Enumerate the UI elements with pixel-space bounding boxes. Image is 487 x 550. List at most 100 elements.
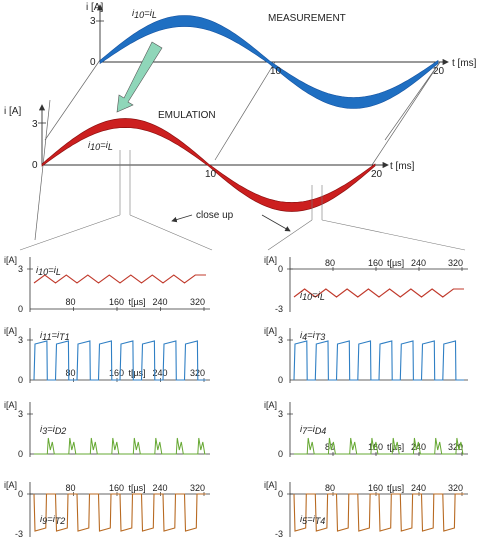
- measurement-title: MEASUREMENT: [268, 13, 346, 24]
- right-panel-4: i[A]0 -3 80 160 240 320 t[µs] i5=iT4: [264, 480, 468, 539]
- right-panel-2-y-tick-bottom: 0: [278, 375, 283, 385]
- close-up-arrow-left: [171, 214, 193, 223]
- left-panel-2-x-tick-1: 80: [66, 368, 76, 378]
- left-panel-4-y-label: i[A]: [4, 480, 17, 490]
- left-panel-1-x-tick-3: 240: [153, 297, 168, 307]
- right-panel-3-waveform: [294, 437, 464, 455]
- right-panel-3-x-tick-1: 80: [325, 442, 335, 452]
- left-panel-4-x-label: t[µs]: [129, 483, 146, 493]
- measurement-x-tick-20: 20: [433, 66, 445, 77]
- left-panel-3-waveform: [34, 437, 206, 455]
- close-up-guides: [19, 150, 466, 251]
- emulation-plot: i [A] 3 0 10 20 t [ms] EMULATION i10=iL: [4, 61, 441, 241]
- right-panel-2-signal-label: i4=iT3: [300, 330, 325, 342]
- measurement-y-tick-0: 0: [90, 57, 96, 68]
- right-panel-2-y-tick-top: 3: [278, 335, 283, 345]
- right-panel-1-y-tick-top: 0: [278, 264, 283, 274]
- emulation-curve: [41, 118, 376, 212]
- left-panel-4-y-tick-top: 0: [18, 489, 23, 499]
- right-panel-4-y-tick-top: 0: [278, 489, 283, 499]
- left-panel-4: i[A]0 -3 80 160 240 320 t[µs] i9=iT2: [4, 480, 210, 539]
- left-panel-1: i[A]3 0 80 160 240 320 t[µs] i10=iL: [4, 255, 210, 314]
- right-panel-4-x-tick-4: 320: [448, 483, 463, 493]
- left-panel-2-y-label: i[A]: [4, 326, 17, 336]
- right-panel-3-x-tick-3: 240: [411, 442, 426, 452]
- right-panel-4-x-tick-3: 240: [411, 483, 426, 493]
- right-panel-2-y-label: i[A]: [264, 326, 277, 336]
- emulation-y-tick-0: 0: [32, 160, 38, 171]
- left-panel-4-waveform: [33, 493, 206, 532]
- close-up-label: close up: [196, 210, 234, 221]
- emulation-x-tick-20: 20: [371, 169, 383, 180]
- left-panel-2-y-tick-top: 3: [18, 335, 23, 345]
- measurement-curve: [99, 15, 439, 109]
- right-panel-3-y-label: i[A]: [264, 400, 277, 410]
- right-panel-4-x-label: t[µs]: [387, 483, 404, 493]
- right-panel-2-waveform: [293, 340, 464, 381]
- right-panel-3-x-tick-4: 320: [448, 442, 463, 452]
- left-panel-3-signal-label: i3=iD2: [40, 424, 66, 436]
- measurement-y-axis-label: i [A]: [86, 2, 103, 13]
- left-panel-3-y-tick-top: 3: [18, 409, 23, 419]
- left-panel-4-x-tick-3: 240: [153, 483, 168, 493]
- right-panel-4-waveform: [293, 493, 464, 532]
- right-panel-4-x-tick-2: 160: [368, 483, 383, 493]
- emulation-curve-label: i10=iL: [88, 140, 113, 152]
- emulation-plane-edge-left: [34, 99, 51, 241]
- measurement-plane-edge-left: [44, 59, 101, 141]
- right-panel-1-x-tick-3: 240: [411, 258, 426, 268]
- right-panel-1-waveform: [293, 288, 464, 298]
- right-panel-1-x-tick-2: 160: [368, 258, 383, 268]
- emulation-y-axis-label: i [A]: [4, 106, 21, 117]
- right-panel-3-y-tick-bottom: 0: [278, 449, 283, 459]
- measurement-to-emulation-arrow: [116, 41, 163, 113]
- right-panel-1-y-tick-bottom: -3: [275, 304, 283, 314]
- close-up-callout: close up: [171, 210, 291, 232]
- right-close-up-panels: i[A]0-380 160 240 320t[µs]i10=iLi[A]30i4=iT…: [264, 255, 468, 539]
- left-panel-2-signal-label: i11=iT1: [40, 330, 70, 342]
- right-panel-2: i[A]3 0 i4=iT3: [264, 326, 468, 385]
- right-panel-1-signal-label: i10=iL: [300, 290, 325, 302]
- right-panel-3-x-tick-2: 160: [368, 442, 383, 452]
- right-panel-1-x-tick-1: 80: [325, 258, 335, 268]
- measurement-y-tick-3: 3: [90, 16, 96, 27]
- left-panel-3-y-label: i[A]: [4, 400, 17, 410]
- left-panel-1-x-tick-2: 160: [109, 297, 124, 307]
- right-panel-1-y-label: i[A]: [264, 255, 277, 265]
- left-panel-1-y-tick-top: 3: [18, 264, 23, 274]
- left-panel-1-y-tick-bottom: 0: [18, 304, 23, 314]
- right-panel-3-y-tick-top: 3: [278, 409, 283, 419]
- left-panel-3-y-tick-bottom: 0: [18, 449, 23, 459]
- left-panel-4-signal-label: i9=iT2: [40, 514, 65, 526]
- right-panel-1-x-label: t[µs]: [387, 258, 404, 268]
- emulation-y-tick-3: 3: [32, 119, 38, 130]
- left-panel-4-x-tick-1: 80: [66, 483, 76, 493]
- measurement-plane-mid: [214, 61, 276, 161]
- emulation-title: EMULATION: [158, 110, 216, 121]
- measurement-x-tick-10: 10: [270, 66, 282, 77]
- right-panel-4-y-tick-bottom: -3: [275, 529, 283, 539]
- left-panel-4-x-tick-4: 320: [190, 483, 205, 493]
- left-panel-2-x-tick-2: 160: [109, 368, 124, 378]
- left-panel-2-x-label: t[µs]: [129, 368, 146, 378]
- right-panel-4-signal-label: i5=iT4: [300, 514, 325, 526]
- right-panel-4-x-tick-1: 80: [325, 483, 335, 493]
- measurement-plot: i [A] 3 0 10 20 t [ms] MEASUREMENT i10=i…: [44, 2, 477, 161]
- measurement-x-axis-label: t [ms]: [452, 58, 477, 69]
- emulation-plane-edge-right: [371, 61, 441, 166]
- left-panel-4-x-tick-2: 160: [109, 483, 124, 493]
- left-panel-1-waveform: [33, 274, 206, 284]
- left-panel-4-y-tick-bottom: -3: [15, 529, 23, 539]
- left-panel-3: i[A]3 0 i3=iD2: [4, 400, 210, 459]
- right-panel-1: i[A]0 -3 80 160 240 320 t[µs] i10=iL: [264, 255, 468, 314]
- left-panel-1-x-tick-4: 320: [190, 297, 205, 307]
- left-panel-2-x-tick-3: 240: [153, 368, 168, 378]
- left-panel-2-y-tick-bottom: 0: [18, 375, 23, 385]
- left-panel-1-signal-label: i10=iL: [36, 265, 61, 277]
- emulation-x-axis-label: t [ms]: [390, 161, 415, 172]
- right-panel-4-y-label: i[A]: [264, 480, 277, 490]
